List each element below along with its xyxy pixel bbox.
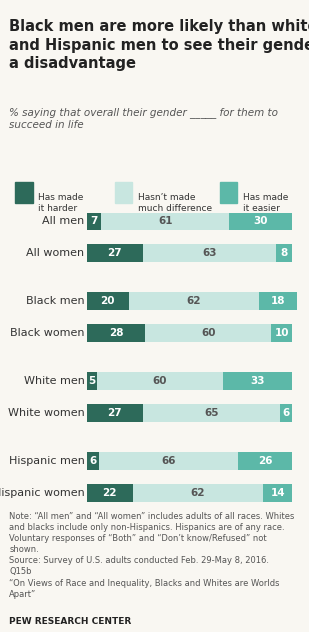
Text: 62: 62 [191, 488, 205, 498]
Bar [97, 372, 223, 390]
Bar [238, 452, 292, 470]
Bar [280, 404, 292, 422]
Text: Hispanic men: Hispanic men [9, 456, 84, 466]
Text: White men: White men [23, 376, 84, 386]
Text: % saying that overall their gender _____ for them to
succeed in life: % saying that overall their gender _____… [9, 107, 278, 130]
Bar [143, 404, 280, 422]
Text: 27: 27 [108, 248, 122, 258]
Bar [145, 324, 271, 342]
Text: Note: “All men” and “All women” includes adults of all races. Whites
and blacks : Note: “All men” and “All women” includes… [9, 512, 295, 599]
Text: 27: 27 [108, 408, 122, 418]
Text: 22: 22 [102, 488, 117, 498]
Bar [87, 245, 143, 262]
Text: 28: 28 [109, 328, 123, 338]
Bar [87, 484, 133, 502]
Bar [15, 182, 32, 203]
Bar [223, 372, 292, 390]
Text: All women: All women [26, 248, 84, 258]
Text: 63: 63 [202, 248, 217, 258]
Text: 20: 20 [100, 296, 115, 306]
Text: 30: 30 [254, 216, 268, 226]
Text: Has made
it harder: Has made it harder [38, 193, 83, 213]
Bar [271, 324, 292, 342]
Text: 14: 14 [270, 488, 285, 498]
Bar [143, 245, 276, 262]
Text: Hispanic women: Hispanic women [0, 488, 84, 498]
Text: 60: 60 [201, 328, 216, 338]
Text: 66: 66 [161, 456, 176, 466]
Text: 6: 6 [89, 456, 96, 466]
Text: 5: 5 [88, 376, 95, 386]
Bar [229, 212, 292, 230]
Bar [87, 293, 129, 310]
Text: 33: 33 [251, 376, 265, 386]
Bar [87, 404, 143, 422]
Bar [220, 182, 237, 203]
Text: All men: All men [42, 216, 84, 226]
Text: Black men: Black men [26, 296, 84, 306]
Text: 7: 7 [90, 216, 98, 226]
Bar [259, 293, 297, 310]
Bar [276, 245, 292, 262]
Text: White women: White women [8, 408, 84, 418]
Text: Has made
it easier: Has made it easier [243, 193, 288, 213]
Text: 10: 10 [275, 328, 289, 338]
Bar [115, 182, 132, 203]
Bar [87, 452, 99, 470]
Bar [129, 293, 259, 310]
Text: 18: 18 [270, 296, 285, 306]
Text: 61: 61 [158, 216, 172, 226]
Bar [99, 452, 238, 470]
Text: Hasn’t made
much difference: Hasn’t made much difference [138, 193, 212, 213]
Bar [87, 372, 97, 390]
Text: Black women: Black women [10, 328, 84, 338]
Text: 60: 60 [153, 376, 167, 386]
Text: 62: 62 [186, 296, 201, 306]
Text: PEW RESEARCH CENTER: PEW RESEARCH CENTER [9, 617, 132, 626]
Bar [133, 484, 263, 502]
Bar [101, 212, 229, 230]
Bar [87, 324, 145, 342]
Bar [263, 484, 292, 502]
Bar [87, 212, 101, 230]
Text: 6: 6 [282, 408, 290, 418]
Text: Black men are more likely than white
and Hispanic men to see their gender as
a d: Black men are more likely than white and… [9, 19, 309, 71]
Text: 65: 65 [204, 408, 219, 418]
Text: 26: 26 [258, 456, 272, 466]
Text: 8: 8 [280, 248, 288, 258]
